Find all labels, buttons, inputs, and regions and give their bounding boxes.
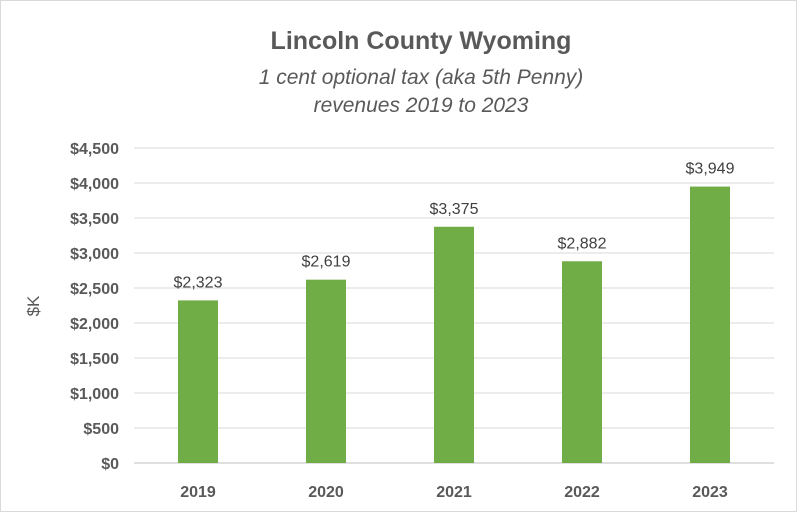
y-tick-label: $1,500 — [70, 351, 119, 368]
y-tick-label: $1,000 — [70, 386, 119, 403]
y-tick-label: $2,000 — [70, 316, 119, 333]
x-tick-label-2023: 2023 — [692, 484, 728, 501]
x-tick-label-2022: 2022 — [564, 484, 600, 501]
data-label-2020: $2,619 — [302, 254, 351, 271]
y-tick-label: $4,000 — [70, 176, 119, 193]
data-labels: $2,323 $2,619 $3,375 $2,882 $3,949 — [174, 161, 735, 292]
bar-2019 — [178, 300, 218, 463]
chart-subtitle-line2: revenues 2019 to 2023 — [314, 94, 529, 117]
y-tick-label: $2,500 — [70, 281, 119, 298]
data-label-2023: $3,949 — [686, 161, 735, 178]
x-axis-ticks: 2019 2020 2021 2022 2023 — [180, 484, 728, 501]
data-label-2021: $3,375 — [430, 201, 479, 218]
x-tick-label-2019: 2019 — [180, 484, 216, 501]
chart-title: Lincoln County Wyoming — [271, 27, 572, 55]
x-tick-label-2021: 2021 — [436, 484, 472, 501]
bars — [178, 186, 730, 463]
y-tick-label: $3,500 — [70, 211, 119, 228]
chart-subtitle-line1: 1 cent optional tax (aka 5th Penny) — [259, 66, 584, 89]
y-tick-label: $4,500 — [70, 141, 119, 158]
bar-2021 — [434, 226, 474, 463]
bar-2020 — [306, 279, 346, 463]
y-tick-label: $3,000 — [70, 246, 119, 263]
bar-2022 — [562, 261, 602, 463]
data-label-2019: $2,323 — [174, 274, 223, 291]
y-axis-ticks: $0 $500 $1,000 $1,500 $2,000 $2,500 $3,000 $3,5… — [70, 141, 119, 473]
x-tick-label-2020: 2020 — [308, 484, 344, 501]
y-tick-label: $0 — [101, 456, 119, 473]
bar-2023 — [690, 186, 730, 463]
data-label-2022: $2,882 — [558, 235, 607, 252]
y-axis-label: $K — [24, 295, 43, 316]
y-tick-label: $500 — [83, 421, 119, 438]
